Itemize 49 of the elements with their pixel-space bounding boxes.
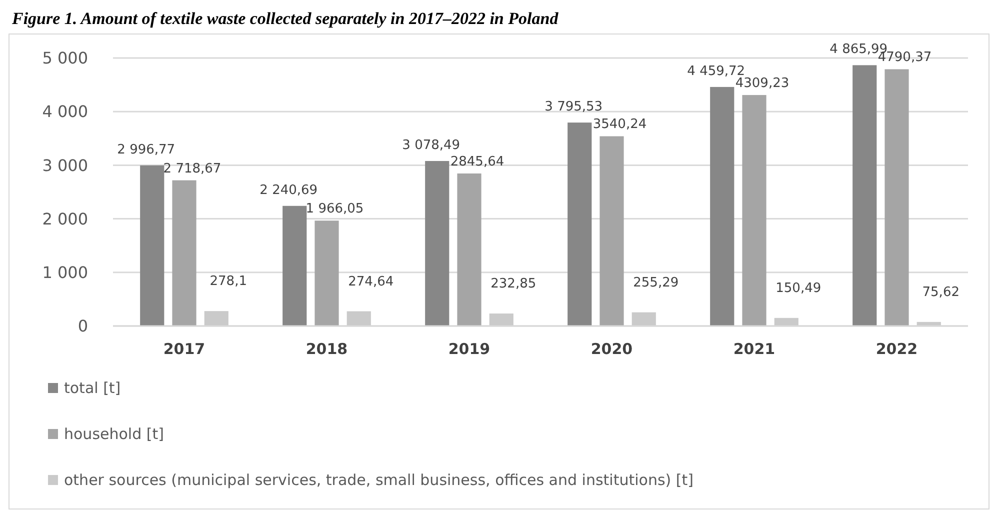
- bar: [346, 311, 371, 326]
- legend-label: other sources (municipal services, trade, small business, offices and institutions) [t]: [64, 471, 694, 489]
- data-label: 3 795,53: [544, 100, 603, 115]
- bar: [282, 206, 307, 326]
- data-label: 2 996,77: [117, 142, 176, 158]
- y-tick-label: 5 000: [42, 48, 88, 68]
- data-label: 274,64: [348, 274, 394, 290]
- x-tick-label: 2019: [448, 340, 490, 358]
- bar: [742, 95, 766, 326]
- data-label: 232,85: [490, 276, 536, 292]
- y-tick-label: 2 000: [42, 209, 88, 228]
- bar: [140, 165, 164, 326]
- data-label: 75,62: [922, 284, 960, 300]
- data-label: 3540,24: [592, 117, 647, 132]
- bar: [568, 122, 592, 326]
- bar: [600, 136, 624, 326]
- legend-label: household [t]: [64, 425, 164, 443]
- bar: [710, 86, 734, 326]
- bar: [457, 173, 482, 326]
- data-label: 150,49: [776, 280, 822, 296]
- bar: [774, 318, 798, 326]
- chart-title: Figure 1. Amount of textile waste collected separately in 2017–2022 in Poland: [11, 9, 559, 28]
- x-tick-label: 2018: [306, 340, 348, 358]
- bar: [314, 220, 339, 326]
- bar: [172, 180, 196, 326]
- bar: [632, 312, 656, 326]
- bar: [489, 314, 514, 326]
- data-label: 1 966,05: [306, 202, 364, 217]
- data-label: 4 459,72: [687, 64, 746, 79]
- x-tick-label: 2020: [590, 340, 633, 358]
- data-label: 2 240,69: [260, 182, 318, 198]
- x-tick-label: 2017: [163, 340, 206, 358]
- y-tick-label: 0: [78, 316, 88, 336]
- data-label: 255,29: [633, 275, 679, 290]
- y-tick-label: 4 000: [42, 102, 88, 122]
- data-label: 3 078,49: [402, 138, 460, 153]
- bar: [425, 160, 450, 326]
- legend-label: total [t]: [64, 379, 121, 397]
- data-label: 4309,23: [735, 76, 790, 92]
- y-tick-label: 1 000: [42, 263, 88, 282]
- data-label: 2845,64: [450, 154, 504, 170]
- bar: [884, 69, 909, 326]
- y-tick-label: 3 000: [42, 156, 88, 175]
- bar: [204, 311, 228, 326]
- data-label: 278,1: [210, 274, 247, 290]
- data-label: 2 718,67: [163, 161, 222, 176]
- x-tick-label: 2021: [733, 340, 776, 358]
- bar: [852, 65, 877, 326]
- x-tick-label: 2022: [876, 340, 918, 358]
